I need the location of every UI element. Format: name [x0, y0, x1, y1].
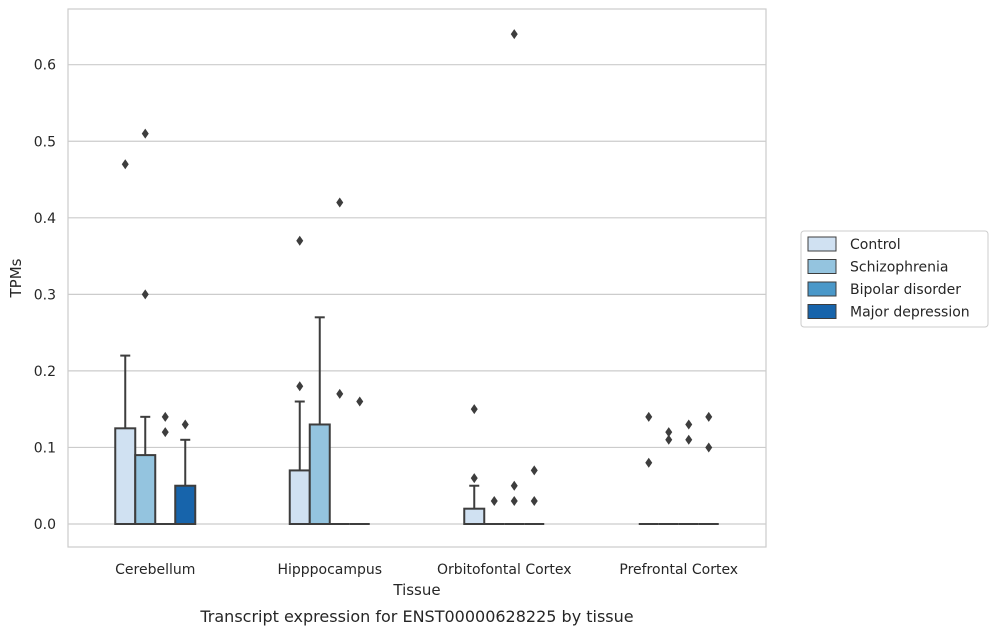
y-tick-label: 0.4	[34, 211, 56, 227]
outlier-point	[141, 128, 149, 139]
outlier-point	[665, 427, 673, 438]
box-rect	[174, 484, 197, 526]
outlier-point	[510, 29, 518, 40]
box-1-2	[484, 496, 505, 525]
y-tick-label: 0.3	[34, 287, 56, 303]
box-rect	[114, 427, 137, 525]
box-0-2	[463, 404, 486, 526]
legend-label: Schizophrenia	[850, 260, 948, 276]
box-3-0	[174, 419, 197, 526]
legend-frame	[800, 230, 989, 328]
outlier-point	[645, 457, 653, 468]
outlier-point	[336, 197, 344, 208]
chart-caption: Transcript expression for ENST0000062822…	[199, 607, 633, 626]
y-tick-label: 0.2	[34, 364, 56, 380]
outlier-point	[336, 388, 344, 399]
outlier-point	[161, 427, 169, 438]
box-3-1	[349, 396, 370, 525]
outlier-point	[645, 411, 653, 422]
outlier-point	[705, 442, 713, 453]
outlier-point	[530, 465, 538, 476]
box-rect	[308, 423, 331, 525]
box-3-2	[524, 465, 545, 525]
box-2-2	[504, 29, 525, 525]
outlier-point	[296, 235, 304, 246]
box-rect	[134, 454, 157, 526]
box-0-1	[288, 235, 311, 526]
outlier-point	[121, 159, 129, 170]
box-1-0	[134, 128, 157, 526]
plot-frame	[67, 8, 767, 548]
x-tick-labels: Cerebellum Hipppocampus Orbitofontal Corte…	[115, 562, 738, 578]
outlier-point	[490, 496, 498, 507]
legend-label: Bipolar disorder	[850, 282, 961, 298]
legend-swatch	[807, 281, 837, 297]
box-rect	[288, 469, 311, 526]
outlier-point	[510, 496, 518, 507]
legend-label: Control	[850, 237, 901, 253]
box-0-3	[638, 411, 659, 525]
x-tick-label: Cerebellum	[115, 562, 195, 578]
y-tick-label: 0.6	[34, 58, 56, 74]
y-tick-labels: 0.0 0.1 0.2 0.3 0.4 0.5 0.6	[34, 58, 56, 533]
outlier-point	[141, 289, 149, 300]
outlier-point	[181, 419, 189, 430]
outlier-point	[470, 404, 478, 415]
box-2-3	[678, 419, 699, 525]
legend: Control Schizophrenia Bipolar disorder Majo…	[800, 230, 989, 328]
box-2-1	[329, 197, 350, 525]
box-3-3	[698, 411, 719, 525]
y-tick-label: 0.1	[34, 440, 56, 456]
outlier-point	[161, 411, 169, 422]
outlier-point	[705, 411, 713, 422]
x-tick-label: Orbitofontal Cortex	[437, 562, 572, 578]
x-axis-label: Tissue	[392, 581, 440, 599]
outlier-point	[470, 473, 478, 484]
box-2-0	[155, 411, 176, 525]
outlier-point	[510, 480, 518, 491]
outlier-point	[685, 434, 693, 445]
y-tick-label: 0.5	[34, 134, 56, 150]
y-axis-label: TPMs	[7, 258, 25, 298]
box-rect	[463, 507, 486, 526]
outlier-point	[356, 396, 364, 407]
box-0-0	[114, 159, 137, 525]
box-plots	[114, 29, 719, 526]
box-1-3	[658, 427, 679, 525]
outlier-point	[665, 434, 673, 445]
outlier-point	[296, 381, 304, 392]
grid-lines	[68, 64, 766, 525]
legend-swatch	[807, 236, 837, 252]
outlier-point	[530, 496, 538, 507]
box-1-1	[308, 316, 331, 525]
y-tick-label: 0.0	[34, 517, 56, 533]
x-tick-label: Prefrontal Cortex	[619, 562, 738, 578]
outlier-point	[685, 419, 693, 430]
legend-label: Major depression	[850, 305, 970, 321]
legend-swatch	[807, 259, 837, 274]
legend-swatch	[807, 304, 837, 319]
x-tick-label: Hipppocampus	[277, 562, 382, 578]
